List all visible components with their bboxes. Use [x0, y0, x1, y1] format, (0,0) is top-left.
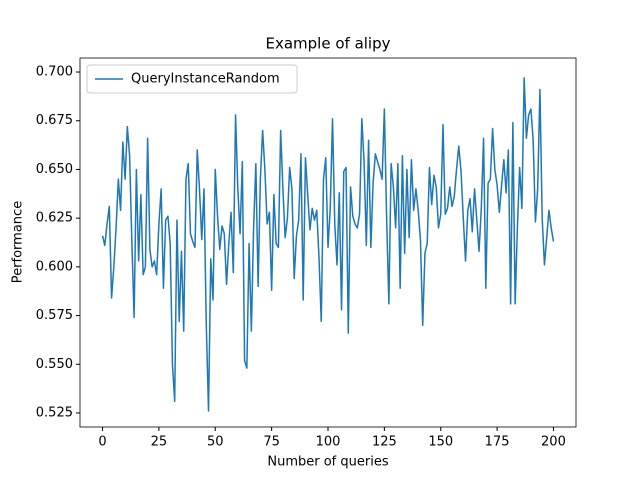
- x-tick-label: 75: [263, 435, 280, 450]
- data-line: [101, 77, 555, 412]
- x-tick-label: 150: [428, 435, 453, 450]
- x-tick-label: 0: [98, 435, 106, 450]
- x-tick-label: 50: [207, 435, 224, 450]
- axes-frame: [79, 57, 577, 428]
- y-tick-label: 0.600: [36, 259, 73, 274]
- y-tick-label: 0.550: [36, 357, 73, 372]
- chart-title: Example of alipy: [266, 35, 391, 53]
- x-tick-label: 175: [485, 435, 510, 450]
- x-tick-label: 200: [541, 435, 566, 450]
- x-tick-label: 100: [316, 435, 341, 450]
- y-tick-label: 0.700: [36, 65, 73, 80]
- y-axis-label: Performance: [11, 201, 26, 283]
- x-tick-label: 25: [151, 435, 168, 450]
- y-tick-label: 0.625: [36, 211, 73, 226]
- y-tick-label: 0.650: [36, 162, 73, 177]
- y-tick-label: 0.675: [36, 113, 73, 128]
- x-axis-label: Number of queries: [267, 455, 388, 470]
- x-tick-label: 125: [372, 435, 397, 450]
- y-tick-label: 0.525: [36, 405, 73, 420]
- legend-box: [86, 64, 298, 94]
- y-tick-label: 0.575: [36, 308, 73, 323]
- legend-label: QueryInstanceRandom: [131, 72, 280, 87]
